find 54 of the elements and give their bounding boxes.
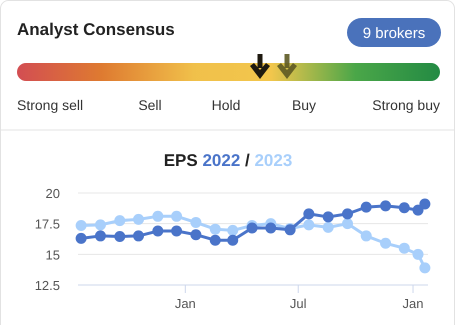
point: [152, 210, 164, 222]
x-tick-label: Jan: [174, 296, 196, 311]
text: 9 brokers: [362, 25, 426, 42]
point: [133, 230, 144, 242]
point: [171, 210, 182, 222]
y-tick-label: 17.5: [34, 216, 60, 232]
text: Analyst Consensus: [17, 20, 175, 39]
point: [227, 224, 238, 236]
point: [322, 211, 334, 222]
point: [322, 222, 334, 233]
point: [265, 222, 276, 234]
chart-title: EPS: [164, 151, 198, 170]
point: [171, 226, 182, 237]
point: [342, 218, 354, 230]
point: [380, 238, 392, 249]
y-tick-label: 15: [46, 247, 60, 262]
point: [303, 219, 314, 230]
category-label: Strong sell: [17, 97, 84, 113]
point: [190, 216, 202, 228]
point: [94, 219, 106, 230]
category-label: Sell: [138, 97, 162, 113]
x-tick-label: Jul: [290, 296, 307, 311]
y-tick-label: 12.5: [34, 278, 60, 293]
point: [303, 208, 314, 220]
text: /: [240, 151, 250, 170]
point: [76, 232, 87, 244]
y-tick-label: 20: [46, 186, 60, 201]
point: [360, 202, 372, 213]
point: [76, 220, 87, 231]
point: [360, 230, 372, 242]
category-label: Hold: [212, 97, 240, 113]
point: [114, 231, 126, 242]
point: [210, 234, 221, 246]
point: [380, 200, 392, 212]
text: 2023: [250, 151, 292, 170]
x-tick-label: Jan: [402, 296, 424, 311]
point: [398, 202, 410, 214]
point: [133, 214, 144, 225]
point: [398, 242, 410, 254]
category-label: Buy: [292, 97, 316, 113]
point: [246, 222, 258, 234]
point: [94, 230, 106, 242]
point: [342, 208, 354, 220]
point: [114, 215, 126, 226]
point: [152, 226, 164, 237]
point: [419, 198, 430, 210]
point: [412, 204, 424, 216]
point: [419, 262, 430, 274]
category-label: Strong buy: [372, 97, 440, 113]
point: [210, 224, 221, 235]
point: [412, 248, 424, 260]
point: [190, 229, 202, 240]
text: 2022: [198, 151, 240, 170]
point: [227, 234, 238, 246]
